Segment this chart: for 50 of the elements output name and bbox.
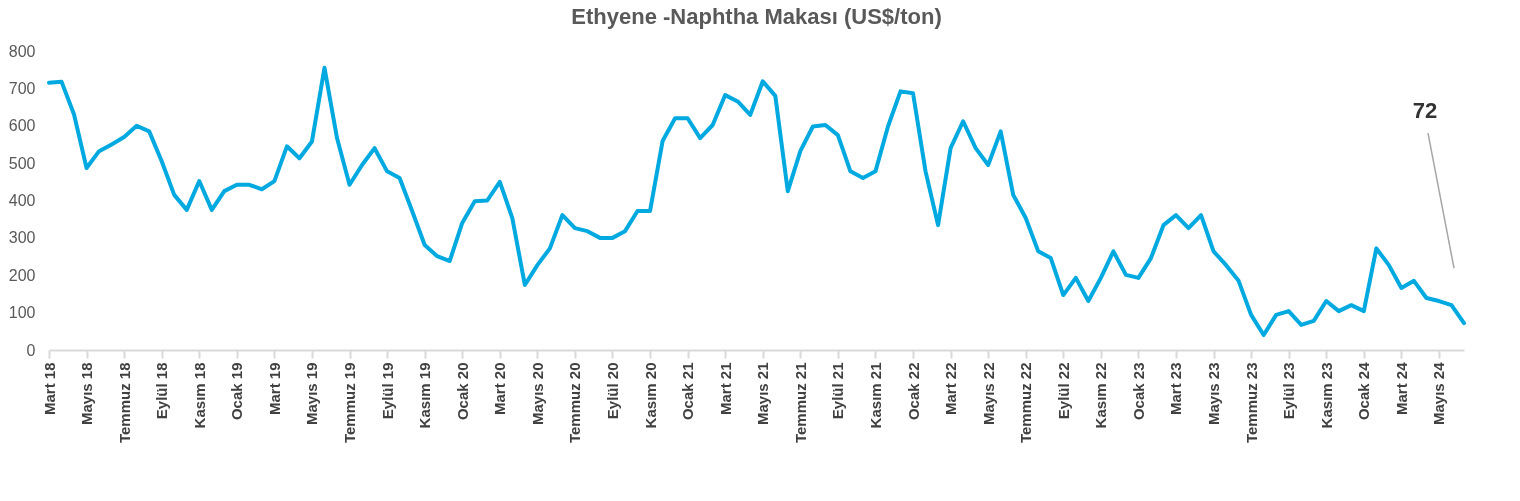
x-tick-label: Ocak 23 [1129,362,1147,421]
x-tick-label: Mayıs 18 [78,362,96,426]
y-tick-label: 500 [8,154,36,172]
x-tick-label: Mayıs 20 [528,362,546,426]
y-tick-label: 300 [8,229,36,247]
line-series [47,65,1466,338]
x-tick-label: Mayıs 24 [1430,361,1448,426]
x-tick-label: Mart 19 [265,362,283,416]
y-tick-label: 400 [8,192,36,209]
x-tick-label: Eylül 18 [153,362,171,420]
x-tick-label: Temmuz 20 [566,362,584,444]
x-tick-label: Eylül 20 [604,362,621,420]
x-tick-label: Mayıs 23 [1205,362,1223,426]
x-tick-label: Temmuz 18 [115,362,133,444]
x-tick-label: Ocak 22 [904,362,922,421]
x-tick-label: Eylül 21 [829,362,847,420]
x-tick-label: Kasım 21 [866,362,884,429]
x-tick-label: Ocak 20 [453,362,471,421]
x-tick-label: Mart 21 [716,362,734,416]
x-tick-label: Eylül 23 [1280,362,1298,420]
x-tick-label: Ocak 21 [679,362,697,421]
x-tick-label: Ocak 19 [228,362,246,421]
y-tick-label: 100 [8,304,36,322]
x-tick-label: Mayıs 19 [303,362,321,426]
y-tick-label: 600 [8,117,36,135]
x-tick-label: Temmuz 23 [1242,362,1260,444]
chart-title: Ethyene -Naphtha Makası (US$/ton) [571,4,942,29]
y-tick-label: 800 [8,42,36,60]
x-tick-label: Ocak 24 [1355,361,1373,421]
x-tick-label: Temmuz 21 [791,362,809,444]
x-tick-label: Mayıs 22 [979,362,997,426]
x-tick-label: Eylül 19 [378,362,396,420]
x-tick-label: Kasım 19 [416,362,434,429]
x-tick-label: Mart 20 [491,362,509,416]
x-tick-label: Kasım 22 [1092,362,1110,429]
y-tick-label: 200 [8,266,36,284]
x-tick-label: Mart 22 [942,362,960,416]
x-tick-label: Kasım 18 [190,362,208,429]
x-tick-label: Mayıs 21 [754,362,772,426]
x-tick-label: Temmuz 22 [1017,362,1035,444]
x-tick-label: Temmuz 19 [341,362,359,444]
x-tick-label: Eylül 22 [1054,362,1072,420]
x-tick-label: Kasım 20 [641,362,659,429]
x-tick-label: Mart 18 [40,362,58,416]
x-tick-label: Kasım 23 [1317,362,1335,429]
x-tick-label: Mart 24 [1392,361,1410,416]
x-tick-label: Mart 23 [1167,362,1185,416]
y-tick-label: 700 [8,79,36,97]
annotation: 72 [1412,98,1438,124]
y-tick-label: 0 [26,341,36,359]
